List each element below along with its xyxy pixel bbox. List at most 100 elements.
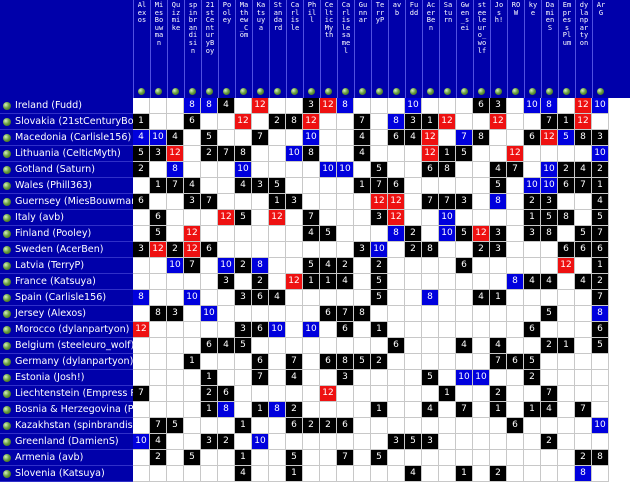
row-label[interactable]: Finland (Pooley) xyxy=(0,226,133,242)
row-label[interactable]: Ireland (Fudd) xyxy=(0,98,133,114)
score-cell: 12 xyxy=(388,210,405,226)
header-corner xyxy=(0,0,133,98)
score-cell xyxy=(541,146,558,162)
column-header[interactable]: Gunnar xyxy=(354,0,371,98)
score-cell: 1 xyxy=(320,274,337,290)
score-cell xyxy=(337,290,354,306)
column-header[interactable]: avb xyxy=(388,0,405,98)
row-label[interactable]: Kazakhstan (spinbrandispin) xyxy=(0,418,151,434)
score-cell xyxy=(575,146,592,162)
row-label[interactable]: Guernsey (MiesBouwman) xyxy=(0,194,141,210)
score-cell: 6 xyxy=(388,130,405,146)
row-label[interactable]: Estonia (Josh!) xyxy=(0,370,133,386)
score-cell xyxy=(133,274,150,290)
column-header[interactable]: Empress Plum xyxy=(558,0,575,98)
table-row: Wales (Phill363) 1 7 4 4 3 5 1 7 6 5 10 10 6 7 1 xyxy=(0,178,630,194)
globe-icon xyxy=(3,326,11,334)
score-cell xyxy=(167,434,184,450)
column-header[interactable]: TerryP xyxy=(371,0,388,98)
score-cell xyxy=(422,354,439,370)
column-header[interactable]: ROW xyxy=(507,0,524,98)
column-header[interactable]: Gwen_sei xyxy=(456,0,473,98)
score-cell xyxy=(320,402,337,418)
globe-icon xyxy=(223,88,230,95)
column-header[interactable]: kye xyxy=(524,0,541,98)
score-cell: 1 xyxy=(422,114,439,130)
column-header[interactable]: Alexos xyxy=(133,0,150,98)
column-header[interactable]: spinbrandisin xyxy=(184,0,201,98)
row-label[interactable]: Lithuania (CelticMyth) xyxy=(0,146,133,162)
score-cell xyxy=(354,402,371,418)
score-cell xyxy=(405,258,422,274)
row-label[interactable]: Macedonia (Carlisle156) xyxy=(0,130,133,146)
column-header[interactable]: MiesBouwman xyxy=(150,0,167,98)
row-label[interactable]: Wales (Phill363) xyxy=(0,178,133,194)
column-header[interactable]: Carlislesamel xyxy=(337,0,354,98)
score-cell: 4 xyxy=(490,162,507,178)
score-cell: 5 xyxy=(354,354,371,370)
column-header[interactable]: Carlisle xyxy=(286,0,303,98)
column-header[interactable]: Phill xyxy=(303,0,320,98)
score-cell xyxy=(507,322,524,338)
column-header[interactable]: Josh! xyxy=(490,0,507,98)
score-cell: 7 xyxy=(592,290,609,306)
row-label[interactable]: Greenland (DamienS) xyxy=(0,434,133,450)
score-cell xyxy=(439,130,456,146)
score-cell xyxy=(252,194,269,210)
row-label[interactable]: Spain (Carlisle156) xyxy=(0,290,133,306)
row-label[interactable]: Slovakia (21stCenturyBoy) xyxy=(0,114,143,130)
row-label[interactable]: Belgium (steeleuro_wolf) xyxy=(0,338,134,354)
row-label[interactable]: Armenia (avb) xyxy=(0,450,133,466)
column-header[interactable]: Quizmike xyxy=(167,0,184,98)
column-header[interactable]: CelticMyth xyxy=(320,0,337,98)
globe-icon xyxy=(3,102,11,110)
score-cell xyxy=(286,226,303,242)
score-cell xyxy=(388,258,405,274)
score-cell xyxy=(456,386,473,402)
globe-icon xyxy=(3,470,11,478)
score-cell: 2 xyxy=(201,146,218,162)
score-cell: 4 xyxy=(286,370,303,386)
score-cell: 10 xyxy=(371,242,388,258)
column-header[interactable]: Fudd xyxy=(405,0,422,98)
row-label[interactable]: Jersey (Alexos) xyxy=(0,306,133,322)
row-label[interactable]: Sweden (AcerBen) xyxy=(0,242,133,258)
column-header[interactable]: ArG xyxy=(592,0,609,98)
row-label[interactable]: Latvia (TerryP) xyxy=(0,258,133,274)
column-header[interactable]: steeleuro_wolf xyxy=(473,0,490,98)
score-cell xyxy=(405,178,422,194)
row-label[interactable]: Gotland (Saturn) xyxy=(0,162,133,178)
score-cell: 3 xyxy=(184,194,201,210)
score-cell xyxy=(405,322,422,338)
globe-icon xyxy=(138,88,145,95)
score-cell xyxy=(405,146,422,162)
row-label[interactable]: Liechtenstein (Empress Plum) xyxy=(0,386,158,402)
score-cell xyxy=(558,418,575,434)
column-header[interactable]: DamienS xyxy=(541,0,558,98)
score-cell: 4 xyxy=(456,338,473,354)
score-cell: 12 xyxy=(439,114,456,130)
column-header[interactable]: Mathew_Com xyxy=(235,0,252,98)
row-name: Guernsey (MiesBouwman) xyxy=(15,196,141,207)
score-cell: 7 xyxy=(303,210,320,226)
score-cell: 1 xyxy=(371,322,388,338)
row-label[interactable]: Morocco (dylanpartyon) xyxy=(0,322,133,338)
score-cell: 8 xyxy=(473,130,490,146)
column-header[interactable]: Standard xyxy=(269,0,286,98)
score-cell xyxy=(371,370,388,386)
row-label[interactable]: Germany (dylanpartyon) xyxy=(0,354,133,370)
column-header[interactable]: AcerBen xyxy=(422,0,439,98)
score-cell xyxy=(558,98,575,114)
score-cell: 8 xyxy=(269,402,286,418)
column-header[interactable]: Pooley xyxy=(218,0,235,98)
row-label[interactable]: Italy (avb) xyxy=(0,210,133,226)
score-cell xyxy=(422,98,439,114)
row-label[interactable]: Bosnia & Herzegovina (Pooley) xyxy=(0,402,163,418)
row-label[interactable]: France (Katsuya) xyxy=(0,274,133,290)
column-header[interactable]: dylanpartyon xyxy=(575,0,592,98)
column-header[interactable]: 21stCenturyBoy xyxy=(201,0,218,98)
column-header[interactable]: Katsuya xyxy=(252,0,269,98)
score-cell xyxy=(184,370,201,386)
score-cell: 1 xyxy=(201,402,218,418)
column-header[interactable]: Saturn xyxy=(439,0,456,98)
